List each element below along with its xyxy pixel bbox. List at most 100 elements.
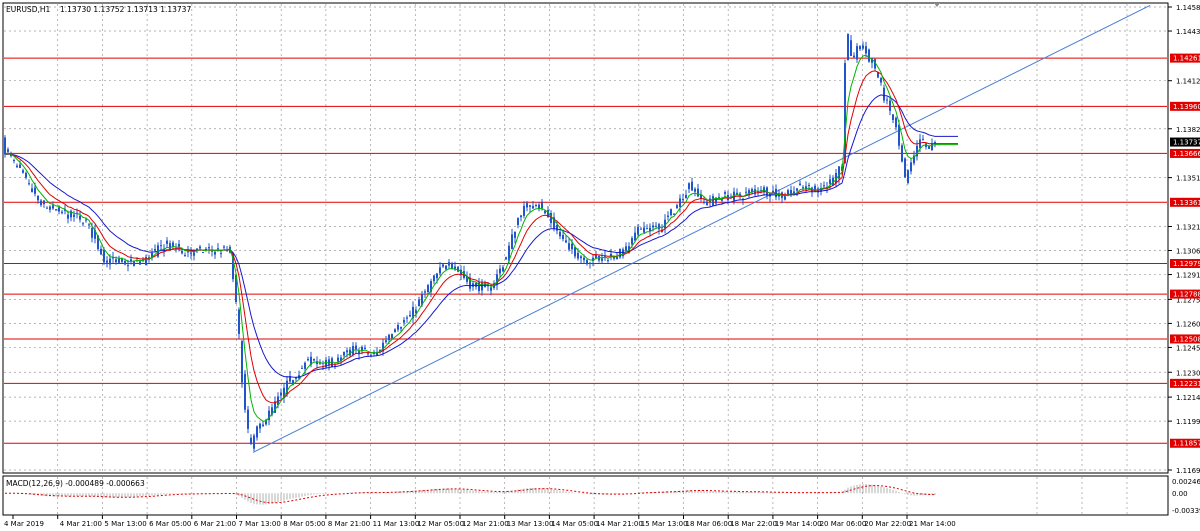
candle-body — [193, 252, 195, 256]
candle-body — [499, 268, 501, 274]
candle-body — [313, 359, 315, 361]
time-tick-label: 7 Mar 13:00 — [239, 520, 281, 528]
candle-body — [70, 210, 72, 218]
candle-body — [721, 199, 723, 201]
candle-body — [16, 165, 18, 168]
candle-body — [547, 210, 549, 218]
candle-body — [619, 248, 621, 258]
candle-body — [496, 274, 498, 285]
time-tick-label: 6 Mar 05:00 — [149, 520, 191, 528]
candle-body — [115, 259, 117, 263]
candle-body — [94, 230, 96, 239]
candle-body — [274, 401, 276, 413]
candle-body — [58, 207, 60, 212]
trendline[interactable] — [252, 4, 1151, 453]
candle-body — [280, 392, 282, 396]
candle-body — [538, 204, 540, 209]
candle-body — [835, 173, 837, 184]
candle-body — [139, 261, 141, 265]
candle-body — [550, 212, 552, 224]
candle-body — [103, 249, 105, 263]
candle-body — [601, 258, 603, 261]
price-tick-label: 1.13060 — [1176, 248, 1200, 256]
time-tick-label: 15 Mar 13:00 — [641, 520, 688, 528]
candle-body — [202, 252, 204, 254]
candle-body — [604, 255, 606, 257]
candle-body — [121, 259, 123, 262]
candle-body — [346, 350, 348, 353]
level-tag — [1170, 53, 1200, 63]
candle-body — [391, 333, 393, 339]
ma-mid-line — [4, 70, 958, 404]
price-pane[interactable]: EURUSD,H1 1.13730 1.13752 1.13713 1.1373… — [2, 2, 1169, 474]
candle-body — [241, 341, 243, 383]
price-tick-label: 1.11690 — [1176, 467, 1200, 475]
level-tag — [1170, 197, 1200, 207]
level-tag-label: 1.12979 — [1173, 260, 1200, 268]
candle-body — [859, 46, 861, 50]
candle-body — [22, 170, 24, 173]
candle-body — [232, 253, 234, 280]
candle-body — [523, 205, 525, 216]
candle-body — [109, 258, 111, 265]
candle-body — [286, 380, 288, 395]
candle-body — [529, 205, 531, 207]
candle-body — [631, 238, 633, 245]
time-tick-label: 8 Mar 05:00 — [283, 520, 325, 528]
candle-body — [862, 45, 864, 49]
candle-body — [382, 342, 384, 352]
candle-body — [133, 260, 135, 266]
time-tick-label: 6 Mar 21:00 — [194, 520, 236, 528]
candle-body — [25, 172, 27, 178]
candle-body — [211, 250, 213, 252]
candle-body — [574, 247, 576, 257]
macd-axis: 0.002467 0.00 -0.00339 — [1172, 478, 1200, 515]
candle-body — [97, 235, 99, 250]
candle-body — [46, 207, 48, 209]
candle-body — [154, 249, 156, 251]
shift-marker-icon[interactable] — [934, 3, 940, 7]
candle-body — [265, 420, 267, 425]
candle-body — [907, 170, 909, 183]
candle-body — [637, 226, 639, 235]
candle-body — [712, 196, 714, 206]
candle-body — [481, 282, 483, 291]
candle-body — [385, 340, 387, 343]
macd-pane-border — [2, 475, 1169, 516]
candle-body — [889, 100, 891, 111]
candle-body — [928, 146, 930, 149]
candle-body — [271, 407, 273, 415]
candle-body — [106, 260, 108, 263]
candle-body — [409, 315, 411, 317]
candle-body — [544, 210, 546, 214]
candle-body — [565, 240, 567, 243]
candle-body — [847, 33, 849, 61]
macd-tick-label: 0.002467 — [1172, 478, 1200, 486]
candle-body — [625, 246, 627, 251]
horizontal-levels[interactable] — [4, 57, 1167, 444]
candle-body — [82, 223, 84, 225]
candle-body — [361, 346, 363, 351]
candle-body — [427, 285, 429, 293]
candle-body — [595, 254, 597, 259]
candle-body — [589, 262, 591, 264]
candle-body — [247, 409, 249, 429]
candle-body — [805, 186, 807, 190]
current-price-tag: 1.13737 — [1170, 137, 1200, 147]
macd-tick-label: -0.00339 — [1172, 507, 1200, 515]
candle-body — [367, 353, 369, 355]
candle-body — [412, 306, 414, 319]
candle-body — [652, 225, 654, 228]
candle-body — [253, 435, 255, 449]
ma-fast-line — [4, 54, 958, 422]
candle-body — [532, 205, 534, 209]
macd-gridlines — [57, 477, 1128, 514]
macd-pane[interactable]: MACD(12,26,9) -0.000489 -0.000663 — [2, 475, 1169, 516]
candle-body — [442, 264, 444, 267]
candle-body — [934, 142, 936, 144]
time-tick-label: 4 Mar 21:00 — [60, 520, 102, 528]
candle-body — [112, 257, 114, 259]
candle-body — [277, 396, 279, 406]
ohlc-label: 1.13730 1.13752 1.13713 1.13737 — [60, 5, 191, 14]
